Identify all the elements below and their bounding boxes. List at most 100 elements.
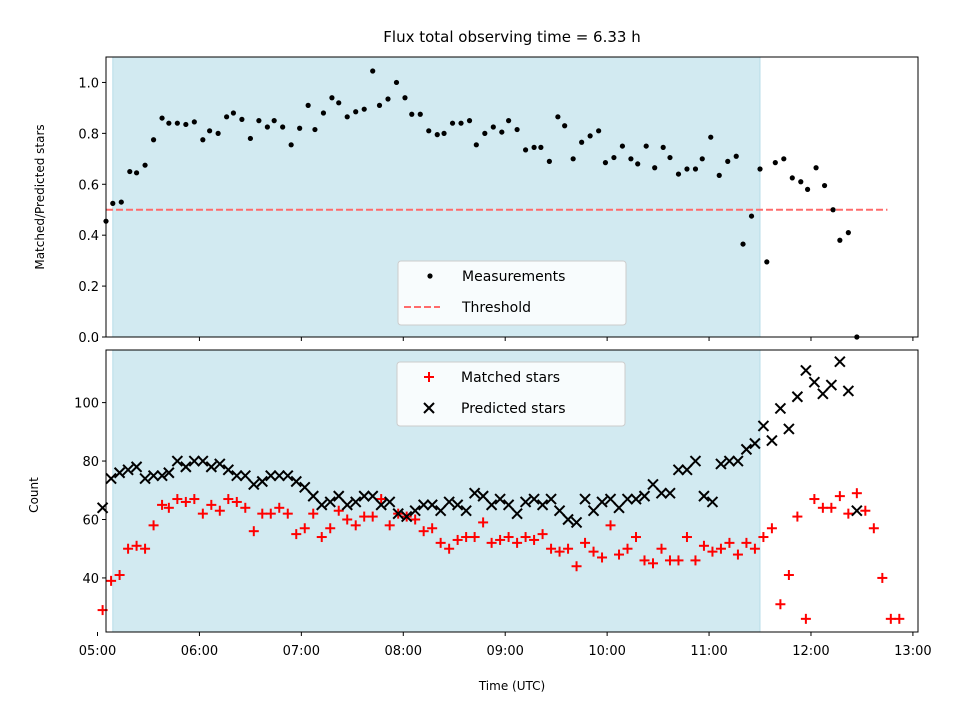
measurement-point: [490, 124, 496, 130]
marker-stroke: [451, 499, 464, 511]
measurement-point: [821, 182, 828, 189]
marker-stroke: [197, 455, 209, 467]
marker-stroke: [766, 434, 778, 447]
predicted-stars-point: [638, 490, 651, 502]
marker-stroke: [156, 469, 168, 482]
measurement-point: [667, 154, 673, 161]
predicted-stars-point: [468, 487, 481, 499]
matched-stars-point: [282, 508, 293, 519]
matched-stars-point: [163, 502, 174, 513]
marker-stroke: [613, 502, 625, 514]
legend-label: Threshold: [461, 300, 531, 316]
matched-stars-point: [673, 555, 684, 566]
predicted-stars-point: [604, 493, 617, 505]
measurement-point: [506, 118, 512, 124]
predicted-stars-point: [502, 499, 515, 511]
predicted-stars-point: [655, 487, 668, 499]
measurement-point: [562, 123, 568, 129]
predicted-stars-point: [553, 505, 566, 517]
y-tick-label: 1.0: [78, 76, 99, 91]
x-tick-label: 10:00: [588, 644, 625, 659]
predicted-stars-point: [570, 516, 583, 529]
marker-stroke: [842, 385, 855, 397]
marker-stroke: [732, 455, 744, 467]
y-tick-label: 0.0: [78, 331, 99, 346]
predicted-stars-point: [299, 481, 311, 494]
x-tick-label: 06:00: [181, 644, 218, 659]
marker-stroke: [113, 467, 126, 479]
measurement-point: [522, 147, 529, 153]
y-tick-label: 0.8: [78, 127, 99, 142]
predicted-stars-point: [426, 499, 438, 511]
marker-stroke: [375, 499, 387, 511]
measurement-point: [458, 120, 464, 126]
matched-stars-point: [452, 534, 463, 545]
predicted-stars-point: [511, 507, 523, 520]
measurement-point: [409, 111, 415, 117]
matched-stars-point: [800, 613, 811, 624]
marker-stroke: [324, 496, 336, 508]
measurement-point: [830, 207, 836, 213]
predicted-stars-point: [443, 496, 455, 508]
predicted-stars-point: [324, 496, 336, 508]
matched-stars-point: [622, 543, 633, 554]
legend-marker: [427, 273, 433, 279]
matched-stars-point: [732, 549, 743, 560]
matched-stars-point: [512, 537, 523, 548]
predicted-stars-point: [647, 478, 659, 491]
predicted-stars-point: [307, 490, 319, 502]
matched-stars-point: [715, 543, 726, 554]
x-tick-label: 08:00: [385, 644, 422, 659]
matched-stars-point: [214, 505, 225, 516]
bottom-y-axis-label: Count: [27, 477, 41, 513]
matched-stars-point: [342, 514, 353, 525]
marker-stroke: [757, 420, 770, 432]
matched-stars-point: [503, 532, 514, 543]
bottom-panel: 40 60 80 100 05:00 06:00 07:00 08:00 09:00 10:00 1…: [74, 349, 932, 659]
matched-stars-point: [588, 546, 599, 557]
predicted-stars-point: [596, 496, 608, 508]
marker-stroke: [689, 455, 702, 467]
predicted-stars-point: [477, 490, 489, 502]
predicted-stars-point: [122, 464, 134, 476]
measurement-point: [635, 161, 641, 167]
measurement-point: [748, 213, 755, 219]
matched-stars-point: [123, 543, 134, 554]
marker-stroke: [698, 490, 710, 502]
predicted-stars-point: [494, 493, 506, 505]
measurement-point: [699, 156, 705, 162]
measurement-point: [602, 160, 609, 166]
marker-stroke: [299, 481, 311, 494]
marker-stroke: [460, 505, 472, 517]
matched-stars-point: [140, 543, 151, 554]
matched-stars-point: [520, 532, 531, 543]
matched-stars-point: [461, 532, 472, 543]
marker-stroke: [647, 478, 659, 491]
measurement-point: [789, 175, 795, 181]
matched-stars-point: [384, 520, 395, 531]
measurement-point: [804, 186, 811, 192]
matched-stars-point: [350, 520, 361, 531]
matched-stars-point: [894, 613, 905, 624]
measurement-point: [628, 156, 634, 162]
axes-frame: [105, 56, 919, 338]
x-axis-label: Time (UTC): [478, 679, 545, 693]
predicted-stars-point: [180, 461, 192, 473]
predicted-stars-point: [460, 505, 472, 517]
y-tick-label: 60: [82, 513, 99, 528]
predicted-stars-point: [630, 493, 642, 505]
predicted-stars-point: [163, 467, 175, 479]
matched-stars-point: [698, 540, 709, 551]
measurement-point: [733, 153, 739, 159]
predicted-stars-point: [774, 402, 787, 415]
series-predicted-stars: [96, 355, 863, 529]
matched-stars-point: [758, 532, 769, 543]
measurement-point: [376, 102, 383, 108]
legend: Measurements Threshold: [397, 260, 627, 326]
measurement-point: [191, 119, 197, 125]
marker-stroke: [783, 423, 795, 435]
predicted-stars-point: [536, 499, 549, 511]
matched-stars-point: [248, 526, 259, 537]
matched-stars-point: [180, 496, 191, 507]
